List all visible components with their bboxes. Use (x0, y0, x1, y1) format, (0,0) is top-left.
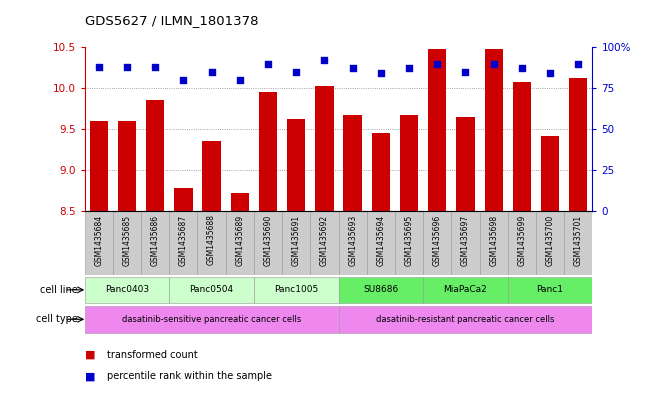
Text: GSM1435699: GSM1435699 (518, 215, 527, 266)
Bar (480, 211, 508, 275)
Bar (428, 49, 447, 211)
Bar (226, 211, 254, 275)
Bar (169, 277, 254, 303)
Bar (85, 306, 339, 332)
Bar (113, 211, 141, 275)
Text: GSM1435697: GSM1435697 (461, 215, 470, 266)
Text: GSM1435686: GSM1435686 (150, 215, 159, 266)
Point (206, 69, 217, 75)
Bar (541, 136, 559, 211)
Text: GDS5627 / ILMN_1801378: GDS5627 / ILMN_1801378 (85, 15, 258, 28)
Point (122, 64, 132, 70)
Bar (484, 49, 503, 211)
Bar (456, 117, 475, 211)
Point (234, 77, 245, 83)
Bar (254, 211, 282, 275)
Point (517, 65, 527, 72)
Point (488, 61, 499, 67)
Text: GSM1435696: GSM1435696 (433, 215, 442, 266)
Text: GSM1435685: GSM1435685 (122, 215, 132, 266)
Text: MiaPaCa2: MiaPaCa2 (443, 285, 488, 294)
Text: GSM1435694: GSM1435694 (376, 215, 385, 266)
Bar (141, 211, 169, 275)
Point (178, 77, 189, 83)
Bar (372, 133, 390, 211)
Text: SU8686: SU8686 (363, 285, 398, 294)
Bar (282, 211, 311, 275)
Bar (423, 277, 508, 303)
Point (291, 69, 301, 75)
Bar (423, 211, 451, 275)
Bar (259, 92, 277, 211)
Point (404, 65, 414, 72)
Point (150, 64, 160, 70)
Text: Panc1005: Panc1005 (274, 285, 318, 294)
Bar (85, 277, 169, 303)
Bar (400, 115, 418, 211)
Bar (254, 277, 339, 303)
Bar (564, 211, 592, 275)
Text: Panc0403: Panc0403 (105, 285, 149, 294)
Text: cell type: cell type (36, 314, 78, 324)
Text: GSM1435691: GSM1435691 (292, 215, 301, 266)
Bar (169, 211, 197, 275)
Text: ■: ■ (85, 371, 95, 381)
Bar (311, 211, 339, 275)
Text: GSM1435692: GSM1435692 (320, 215, 329, 266)
Bar (536, 211, 564, 275)
Point (94, 64, 104, 70)
Point (460, 69, 471, 75)
Bar (174, 188, 193, 211)
Bar (118, 121, 136, 211)
Text: GSM1435698: GSM1435698 (489, 215, 498, 266)
Point (573, 61, 583, 67)
Bar (508, 211, 536, 275)
Text: GSM1435688: GSM1435688 (207, 215, 216, 265)
Text: transformed count: transformed count (107, 350, 198, 360)
Point (376, 70, 386, 77)
Text: Panc1: Panc1 (536, 285, 564, 294)
Bar (451, 211, 480, 275)
Bar (287, 119, 305, 211)
Text: GSM1435693: GSM1435693 (348, 215, 357, 266)
Bar (339, 306, 592, 332)
Text: cell line: cell line (40, 285, 78, 295)
Bar (202, 141, 221, 211)
Point (319, 57, 329, 63)
Bar (339, 277, 423, 303)
Bar (513, 83, 531, 211)
Text: GSM1435689: GSM1435689 (235, 215, 244, 266)
Point (432, 61, 443, 67)
Text: Panc0504: Panc0504 (189, 285, 234, 294)
Bar (197, 211, 226, 275)
Bar (85, 211, 113, 275)
Bar (230, 193, 249, 211)
Bar (146, 101, 164, 211)
Text: GSM1435690: GSM1435690 (264, 215, 273, 266)
Text: ■: ■ (85, 350, 95, 360)
Bar (367, 211, 395, 275)
Point (348, 65, 358, 72)
Bar (90, 121, 108, 211)
Text: dasatinib-resistant pancreatic cancer cells: dasatinib-resistant pancreatic cancer ce… (376, 315, 555, 324)
Text: GSM1435700: GSM1435700 (546, 215, 555, 266)
Point (263, 61, 273, 67)
Text: GSM1435701: GSM1435701 (574, 215, 583, 266)
Bar (315, 86, 333, 211)
Text: GSM1435695: GSM1435695 (404, 215, 413, 266)
Bar (395, 211, 423, 275)
Text: dasatinib-sensitive pancreatic cancer cells: dasatinib-sensitive pancreatic cancer ce… (122, 315, 301, 324)
Text: GSM1435687: GSM1435687 (179, 215, 188, 266)
Bar (339, 211, 367, 275)
Point (545, 70, 555, 77)
Bar (569, 78, 587, 211)
Text: percentile rank within the sample: percentile rank within the sample (107, 371, 272, 381)
Bar (508, 277, 592, 303)
Bar (344, 115, 362, 211)
Text: GSM1435684: GSM1435684 (94, 215, 104, 266)
